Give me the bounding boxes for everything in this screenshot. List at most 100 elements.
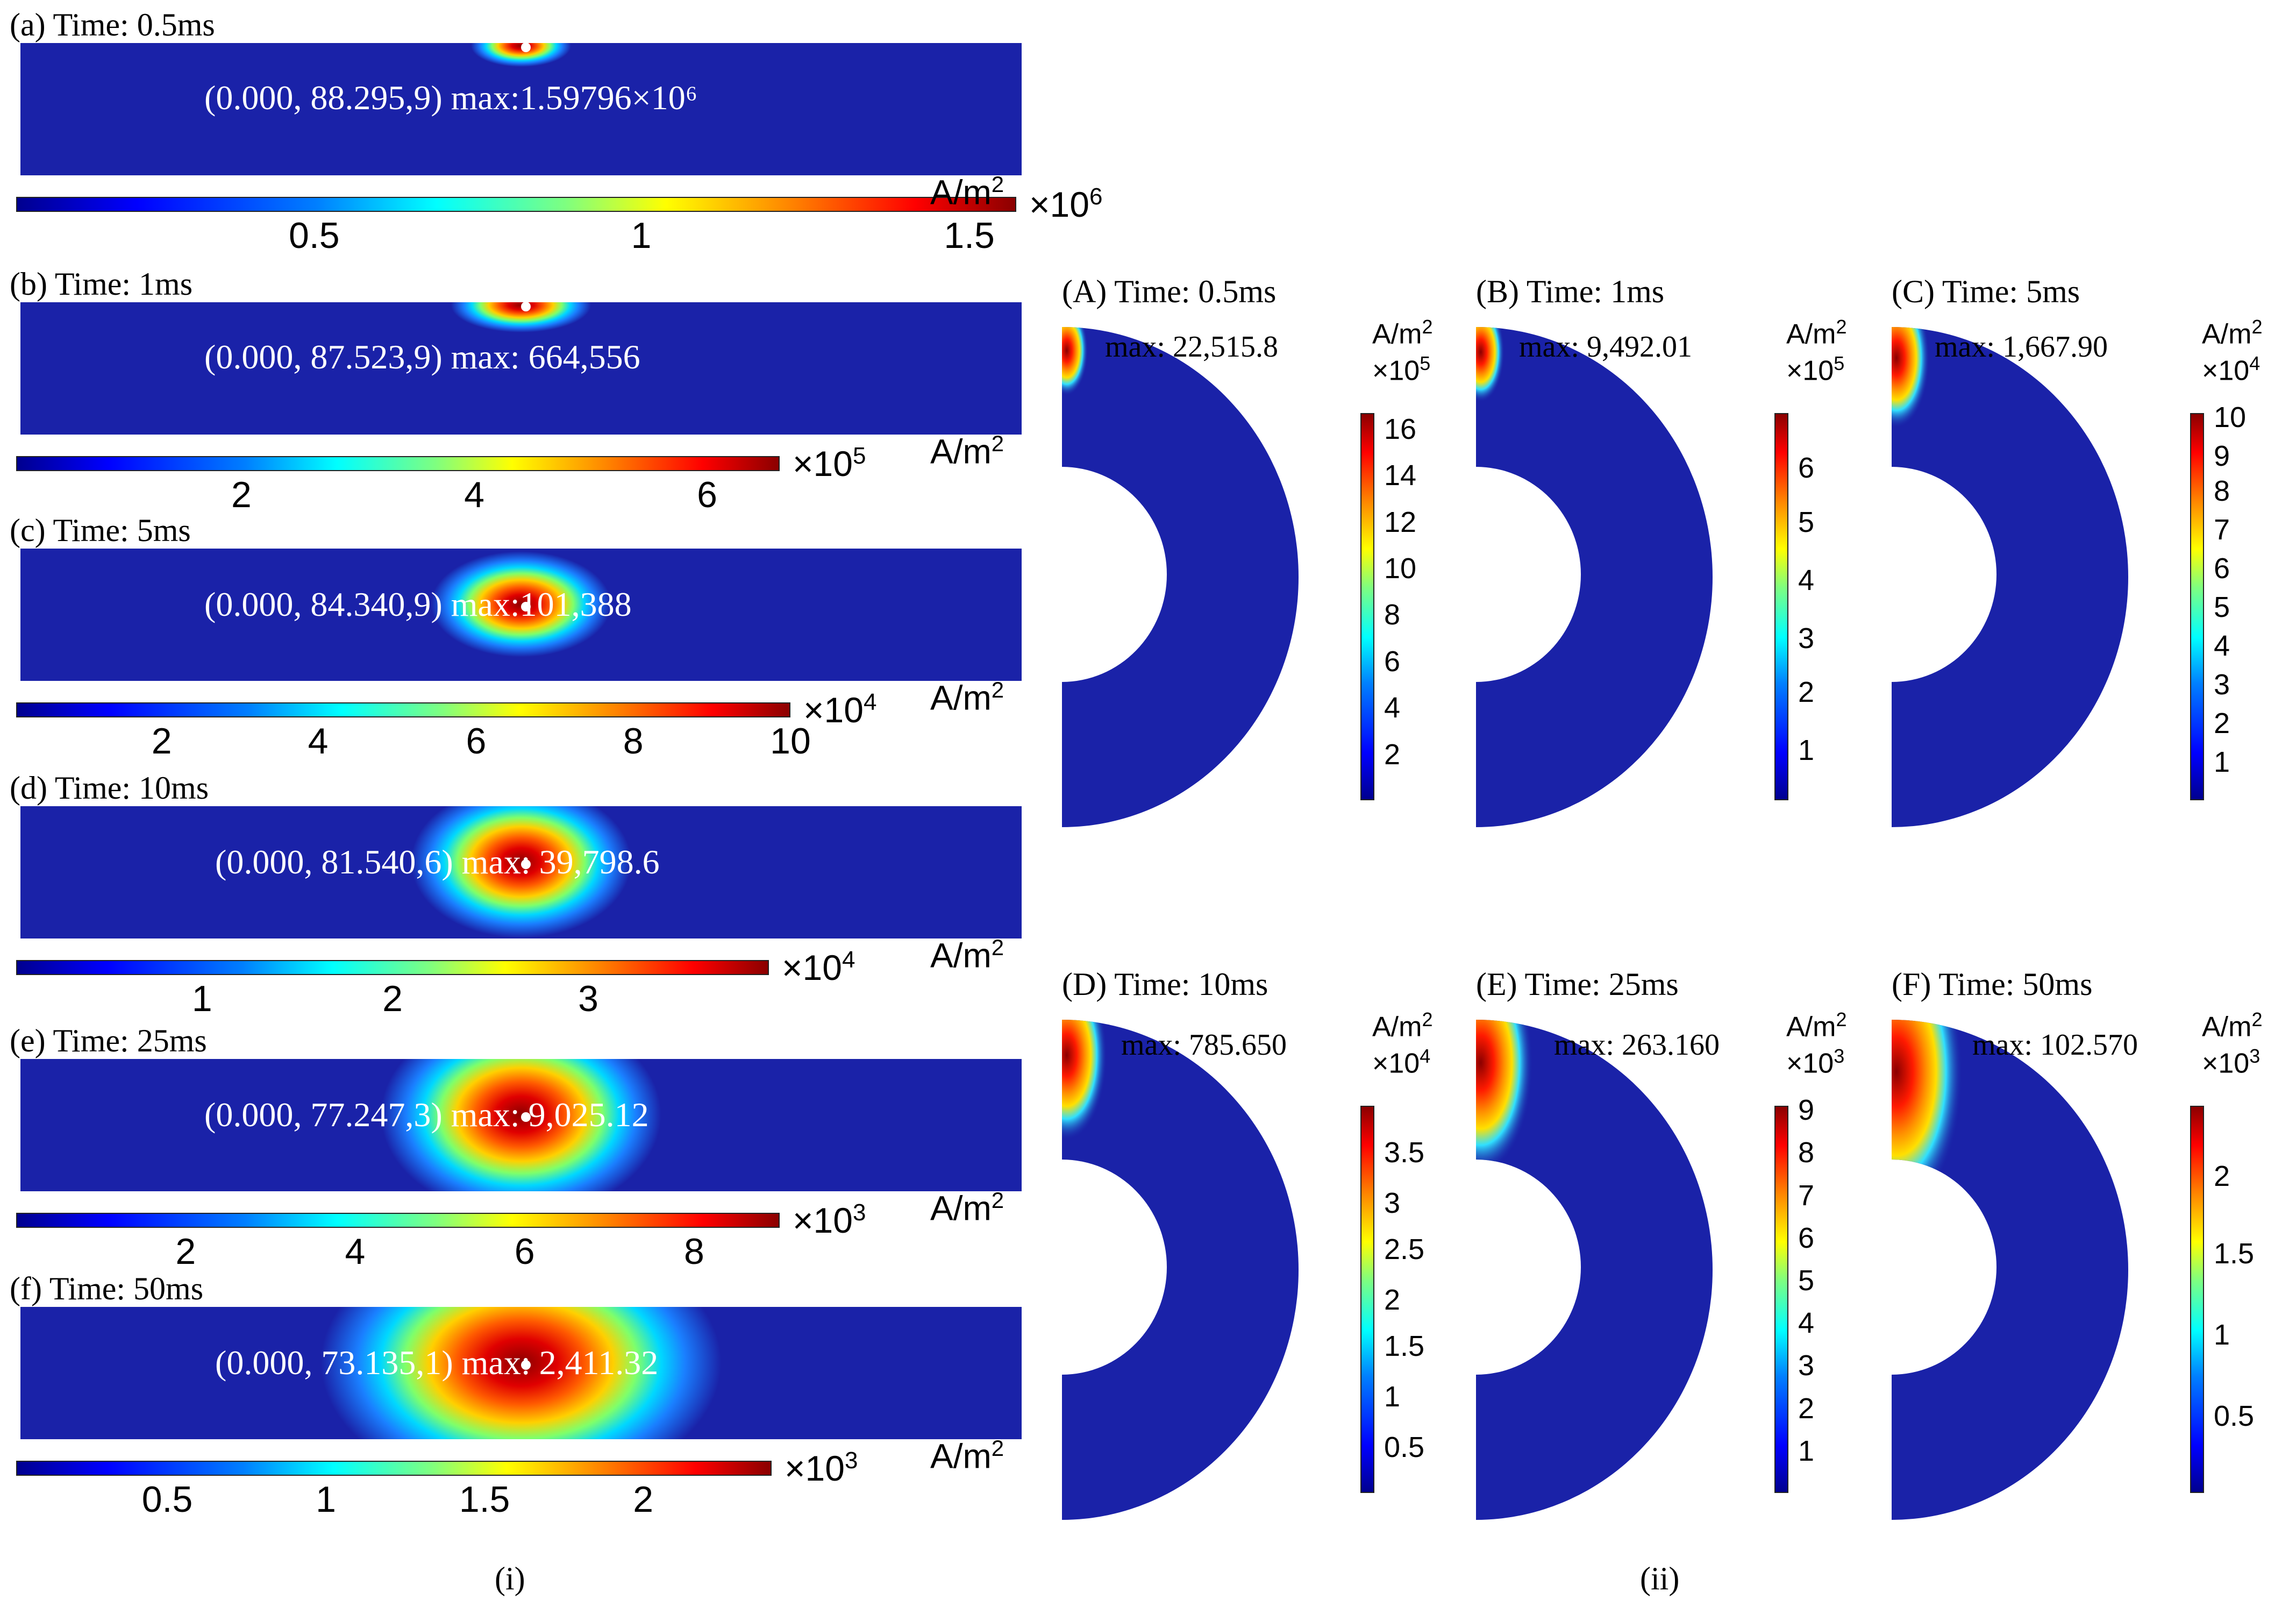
multiplier-exp: 3 [2249, 1045, 2261, 1067]
unit-exp: 2 [1422, 316, 1433, 338]
colorbar [16, 702, 790, 717]
colorbar-tick: 6 [1798, 451, 1815, 484]
colorbar-tick: 8 [684, 1231, 704, 1272]
multiplier: ×103 [793, 1200, 866, 1240]
colorbar-tick: 1 [2214, 746, 2230, 778]
colorbar-tick: 2 [1384, 738, 1401, 771]
annulus-hotspot [1892, 327, 2128, 827]
colorbar-tick: 2 [1798, 1392, 1815, 1425]
colorbar-tick: 5 [1798, 1264, 1815, 1297]
colorbar [2190, 413, 2204, 800]
colorbar-tick: 6 [466, 721, 487, 762]
multiplier-base: ×10 [803, 690, 864, 730]
multiplier: ×104 [782, 947, 855, 987]
panel-title: (c) Time: 5ms [10, 513, 191, 548]
colorbar-tick: 9 [2214, 440, 2230, 473]
multiplier-base: ×10 [782, 948, 842, 987]
unit-label: A/m2 [930, 936, 1004, 975]
colorbar-tick: 2.5 [1384, 1233, 1425, 1266]
colorbar-tick: 1.5 [944, 215, 995, 256]
multiplier: ×103 [1786, 1047, 1844, 1078]
colorbar-tick: 6 [1384, 645, 1401, 678]
unit-base: A/m [930, 936, 992, 975]
unit-label: A/m2 [930, 1189, 1004, 1226]
colorbar-tick: 7 [2214, 514, 2230, 546]
semi-annulus-field [1062, 327, 1299, 827]
multiplier-exp: 4 [842, 947, 855, 973]
colorbar-tick: 2 [231, 474, 252, 515]
unit-label: A/m2 [2202, 317, 2262, 349]
unit-base: A/m [2202, 1011, 2252, 1043]
multiplier-base: ×10 [793, 1200, 853, 1240]
colorbar-tick: 10 [1384, 552, 1417, 585]
unit-exp: 2 [991, 677, 1004, 702]
multiplier: ×105 [1786, 354, 1844, 385]
hotspot-marker [521, 1360, 531, 1370]
colorbar-tick: 1 [316, 1479, 336, 1520]
semi-annulus-field [1062, 1020, 1299, 1520]
unit-label: A/m2 [930, 1435, 1004, 1476]
colorbar-tick: 8 [1798, 1136, 1815, 1169]
unit-exp: 2 [2251, 1008, 2263, 1030]
multiplier-exp: 3 [844, 1447, 858, 1474]
colorbar-tick: 5 [2214, 591, 2230, 623]
max-label: max: 22,515.8 [1105, 330, 1278, 364]
unit-label: A/m2 [930, 679, 1004, 715]
colorbar-tick: 1 [2214, 1318, 2230, 1351]
unit-base: A/m [930, 1437, 992, 1476]
colorbar-tick: 8 [1384, 599, 1401, 631]
multiplier-base: ×10 [785, 1448, 845, 1488]
colorbar-tick: 1 [191, 978, 212, 1019]
unit-label: A/m2 [930, 173, 1004, 210]
colorbar-tick: 2 [382, 978, 403, 1019]
colorbar-tick: 3 [1798, 1349, 1815, 1382]
multiplier-exp: 6 [1089, 183, 1103, 210]
colorbar-tick: 10 [770, 721, 811, 762]
unit-base: A/m [1372, 1011, 1422, 1043]
unit-exp: 2 [1422, 1008, 1433, 1030]
multiplier: ×104 [803, 691, 876, 728]
unit-label: A/m2 [1372, 316, 1433, 350]
colorbar [1360, 1106, 1374, 1493]
unit-base: A/m [930, 432, 992, 471]
colorbar-tick: 3 [578, 978, 598, 1019]
colorbar-tick: 2 [175, 1231, 196, 1272]
colorbar [1774, 413, 1788, 800]
colorbar-tick: 1 [1798, 1434, 1815, 1467]
multiplier: ×105 [1372, 354, 1430, 385]
semi-annulus-field [1476, 1020, 1713, 1520]
max-label: max: 785.650 [1121, 1028, 1287, 1062]
max-label: (0.000, 81.540,6) max: 39,798.6 [215, 843, 660, 881]
max-label: max: 263.160 [1554, 1028, 1720, 1062]
field-strip [20, 302, 1022, 435]
colorbar [16, 960, 769, 975]
panel-title: (E) Time: 25ms [1476, 966, 1679, 1002]
multiplier-base: ×10 [1372, 1048, 1420, 1079]
multiplier: ×103 [2202, 1045, 2261, 1078]
panel-title: (d) Time: 10ms [10, 770, 209, 806]
max-label: max: 9,492.01 [1519, 330, 1692, 364]
colorbar-tick: 0.5 [1384, 1431, 1425, 1463]
colorbar [2190, 1106, 2204, 1493]
caption-left: (i) [495, 1561, 525, 1596]
colorbar [16, 456, 780, 471]
unit-base: A/m [1372, 318, 1422, 350]
unit-exp: 2 [991, 1435, 1004, 1461]
hotspot-marker [521, 602, 531, 612]
colorbar-tick: 4 [1384, 692, 1401, 724]
hotspot-marker [521, 42, 531, 52]
colorbar-tick: 4 [464, 474, 484, 515]
colorbar [16, 1461, 772, 1476]
panel-title: (f) Time: 50ms [10, 1271, 204, 1306]
hotspot-marker [521, 302, 531, 311]
colorbar-tick: 4 [1798, 564, 1815, 596]
annulus-hotspot [1062, 1020, 1299, 1520]
multiplier-exp: 5 [852, 443, 866, 469]
panel-title: (a) Time: 0.5ms [10, 7, 215, 42]
colorbar-tick: 2 [151, 721, 172, 762]
colorbar-tick: 1.5 [1384, 1330, 1425, 1363]
colorbar-tick: 5 [1798, 506, 1815, 538]
colorbar-tick: 0.5 [2214, 1400, 2255, 1432]
hotspot-marker [521, 1112, 531, 1122]
multiplier-base: ×10 [1029, 184, 1089, 224]
